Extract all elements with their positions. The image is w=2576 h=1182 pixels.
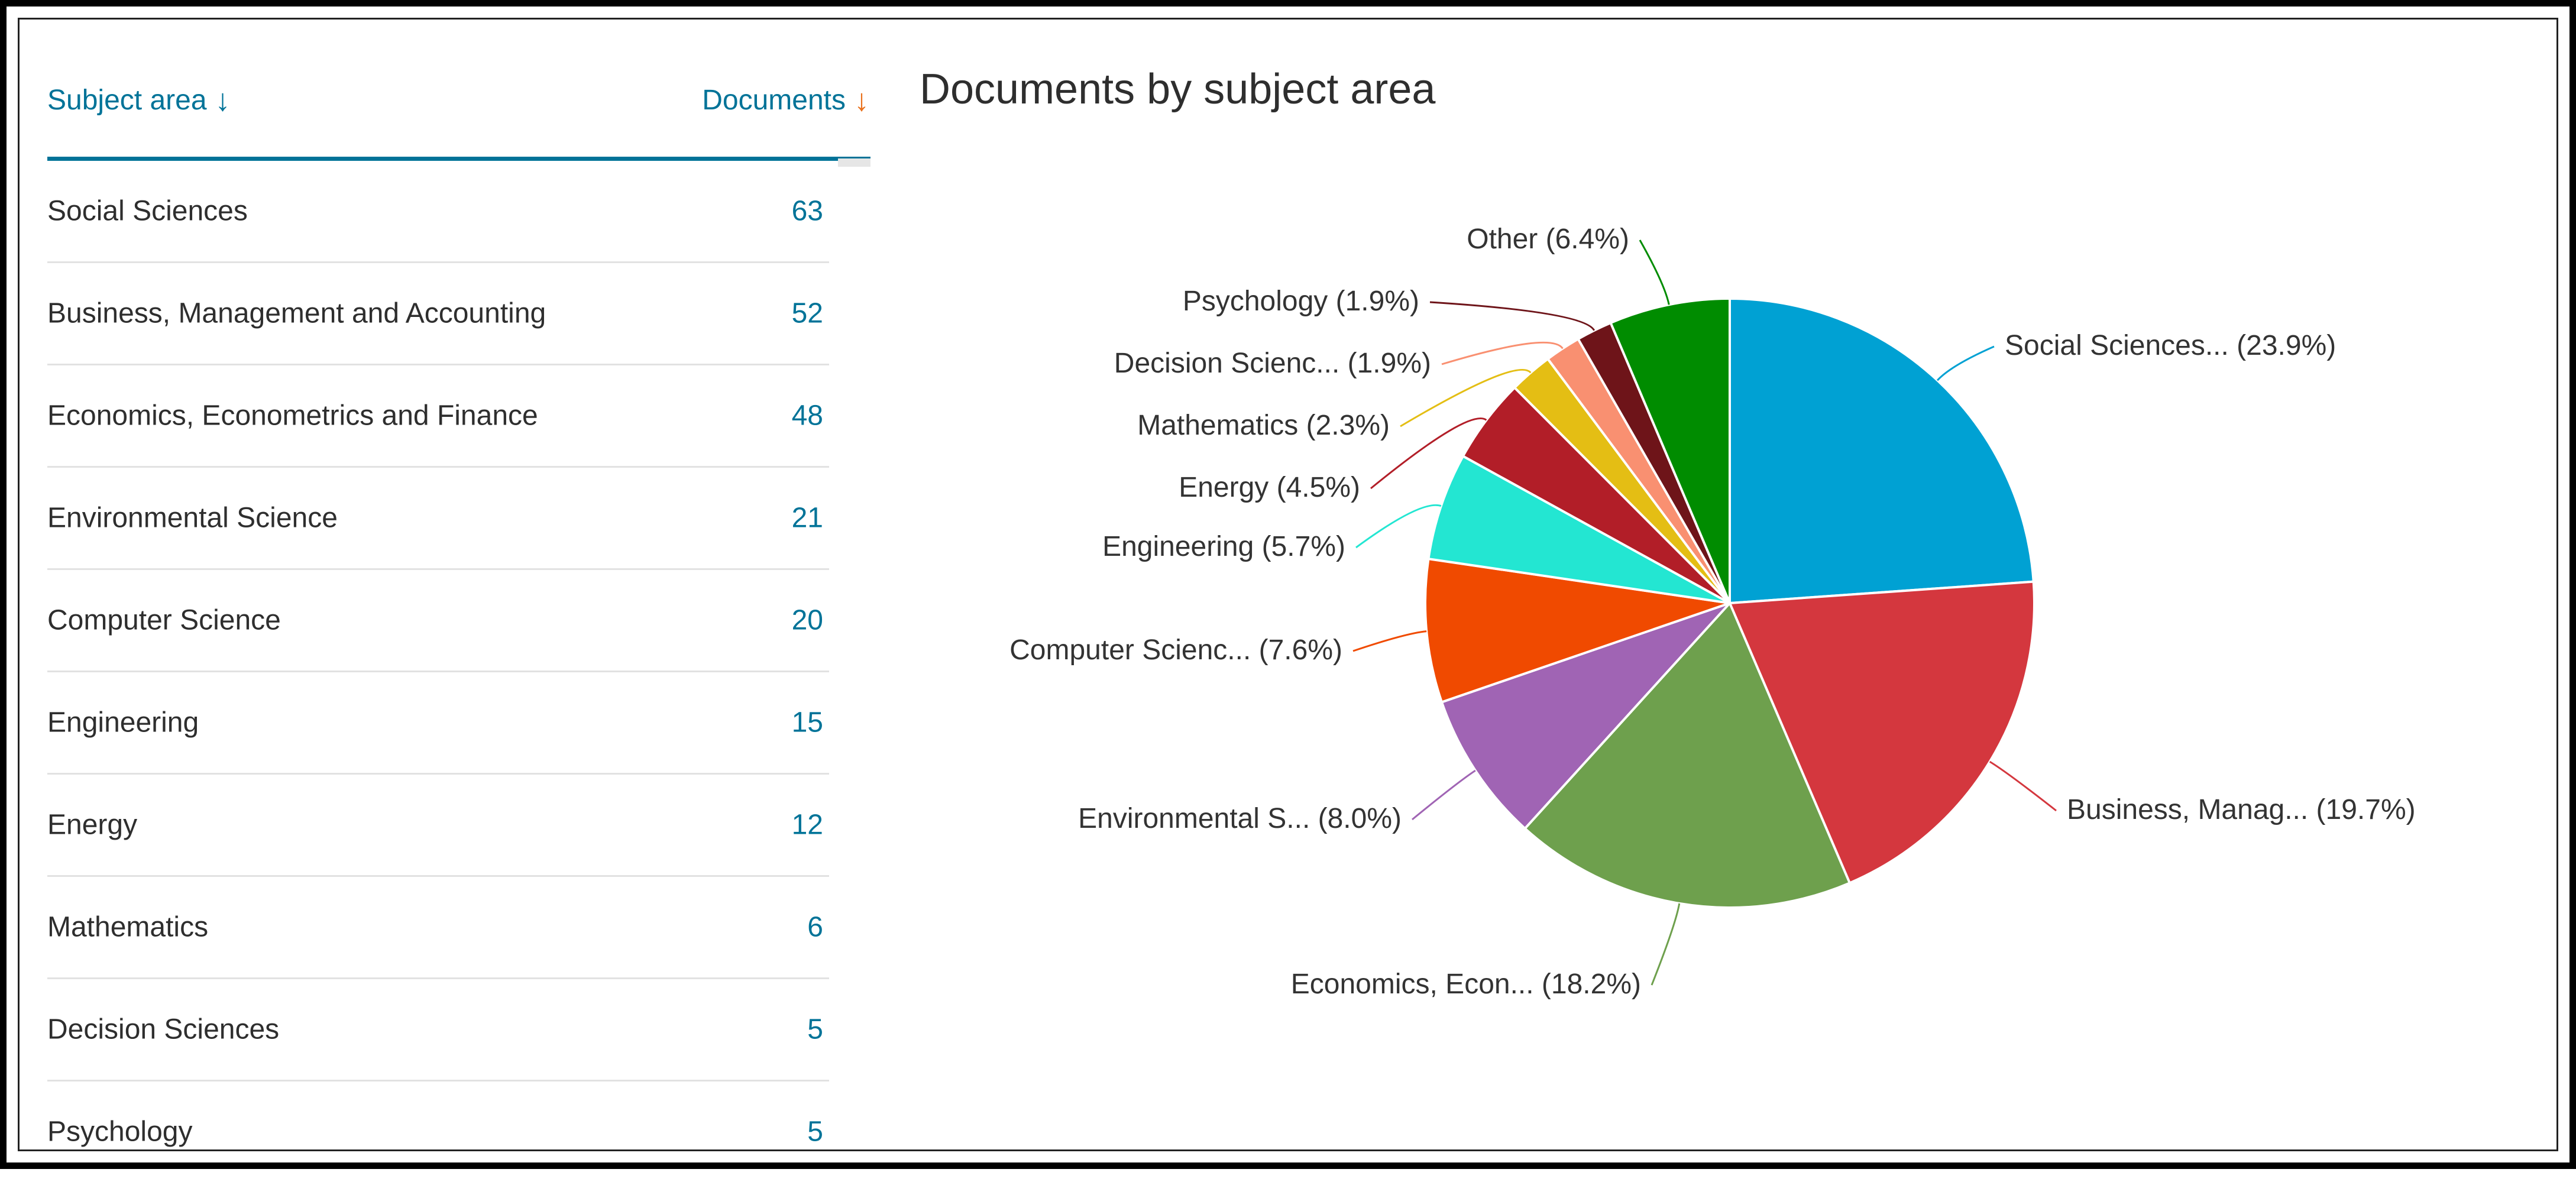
document-count-link[interactable]: 6 bbox=[807, 911, 823, 943]
pie-slice-label[interactable]: Other (6.4%) bbox=[1467, 224, 1629, 255]
subject-area-header-label: Subject area bbox=[47, 85, 207, 116]
documents-header-label: Documents bbox=[702, 85, 846, 116]
subject-area-name: Decision Sciences bbox=[47, 1013, 280, 1045]
subject-area-table: Subject area ↓ Documents ↓ Social Scienc… bbox=[47, 71, 870, 1182]
table-row[interactable]: Mathematics 6 bbox=[47, 877, 829, 979]
subject-area-column-header[interactable]: Subject area ↓ bbox=[47, 84, 231, 116]
subject-area-name: Engineering bbox=[47, 707, 199, 739]
arrow-down-icon[interactable]: ↓ bbox=[854, 83, 869, 118]
table-row[interactable]: Engineering 15 bbox=[47, 672, 829, 775]
document-count-link[interactable]: 48 bbox=[791, 400, 823, 432]
table-row[interactable]: Energy 12 bbox=[47, 775, 829, 877]
documents-column-header[interactable]: Documents ↓ bbox=[702, 84, 869, 116]
subject-area-name: Environmental Science bbox=[47, 502, 338, 534]
subject-area-name: Computer Science bbox=[47, 604, 281, 636]
pie-slice-label[interactable]: Computer Scienc... (7.6%) bbox=[1009, 634, 1342, 666]
document-count-link[interactable]: 20 bbox=[791, 604, 823, 636]
table-body: Social Sciences 63 Business, Management an… bbox=[47, 161, 829, 1182]
table-row[interactable]: Environmental Science 21 bbox=[47, 468, 829, 570]
chart-title: Documents by subject area bbox=[920, 66, 1436, 113]
table-row[interactable]: Psychology 5 bbox=[47, 1081, 829, 1182]
pie-slice-label[interactable]: Engineering (5.7%) bbox=[1102, 531, 1345, 562]
pie-slice-label[interactable]: Business, Manag... (19.7%) bbox=[2067, 794, 2416, 825]
pie-slice-label[interactable]: Psychology (1.9%) bbox=[1183, 286, 1419, 317]
subject-area-name: Psychology bbox=[47, 1116, 193, 1148]
table-row[interactable]: Business, Management and Accounting 52 bbox=[47, 263, 829, 365]
document-count-link[interactable]: 52 bbox=[791, 297, 823, 329]
pie-slice-label[interactable]: Economics, Econ... (18.2%) bbox=[1291, 969, 1641, 1000]
scrollbar[interactable] bbox=[838, 158, 870, 167]
table-header: Subject area ↓ Documents ↓ bbox=[47, 71, 870, 161]
arrow-down-icon[interactable]: ↓ bbox=[215, 83, 231, 118]
subject-area-name: Economics, Econometrics and Finance bbox=[47, 400, 538, 432]
subject-area-name: Energy bbox=[47, 809, 138, 841]
document-count-link[interactable]: 63 bbox=[791, 195, 823, 227]
pie-slice-label[interactable]: Environmental S... (8.0%) bbox=[1078, 803, 1402, 834]
pie-slice-label[interactable]: Social Sciences... (23.9%) bbox=[2005, 330, 2336, 361]
inner-border bbox=[18, 18, 2558, 1151]
subject-area-name: Business, Management and Accounting bbox=[47, 297, 546, 329]
document-count-link[interactable]: 21 bbox=[791, 502, 823, 534]
document-count-link[interactable]: 5 bbox=[807, 1013, 823, 1045]
subject-area-name: Social Sciences bbox=[47, 195, 248, 227]
table-row[interactable]: Decision Sciences 5 bbox=[47, 979, 829, 1081]
pie-slice-label[interactable]: Energy (4.5%) bbox=[1179, 472, 1360, 503]
document-count-link[interactable]: 5 bbox=[807, 1116, 823, 1148]
document-count-link[interactable]: 15 bbox=[791, 707, 823, 739]
table-row[interactable]: Economics, Econometrics and Finance 48 bbox=[47, 365, 829, 468]
pie-slice-label[interactable]: Decision Scienc... (1.9%) bbox=[1114, 348, 1431, 379]
pie-slice-label[interactable]: Mathematics (2.3%) bbox=[1137, 410, 1390, 441]
subject-area-name: Mathematics bbox=[47, 911, 209, 943]
document-count-link[interactable]: 12 bbox=[791, 809, 823, 841]
table-row[interactable]: Computer Science 20 bbox=[47, 570, 829, 672]
table-row[interactable]: Social Sciences 63 bbox=[47, 161, 829, 263]
